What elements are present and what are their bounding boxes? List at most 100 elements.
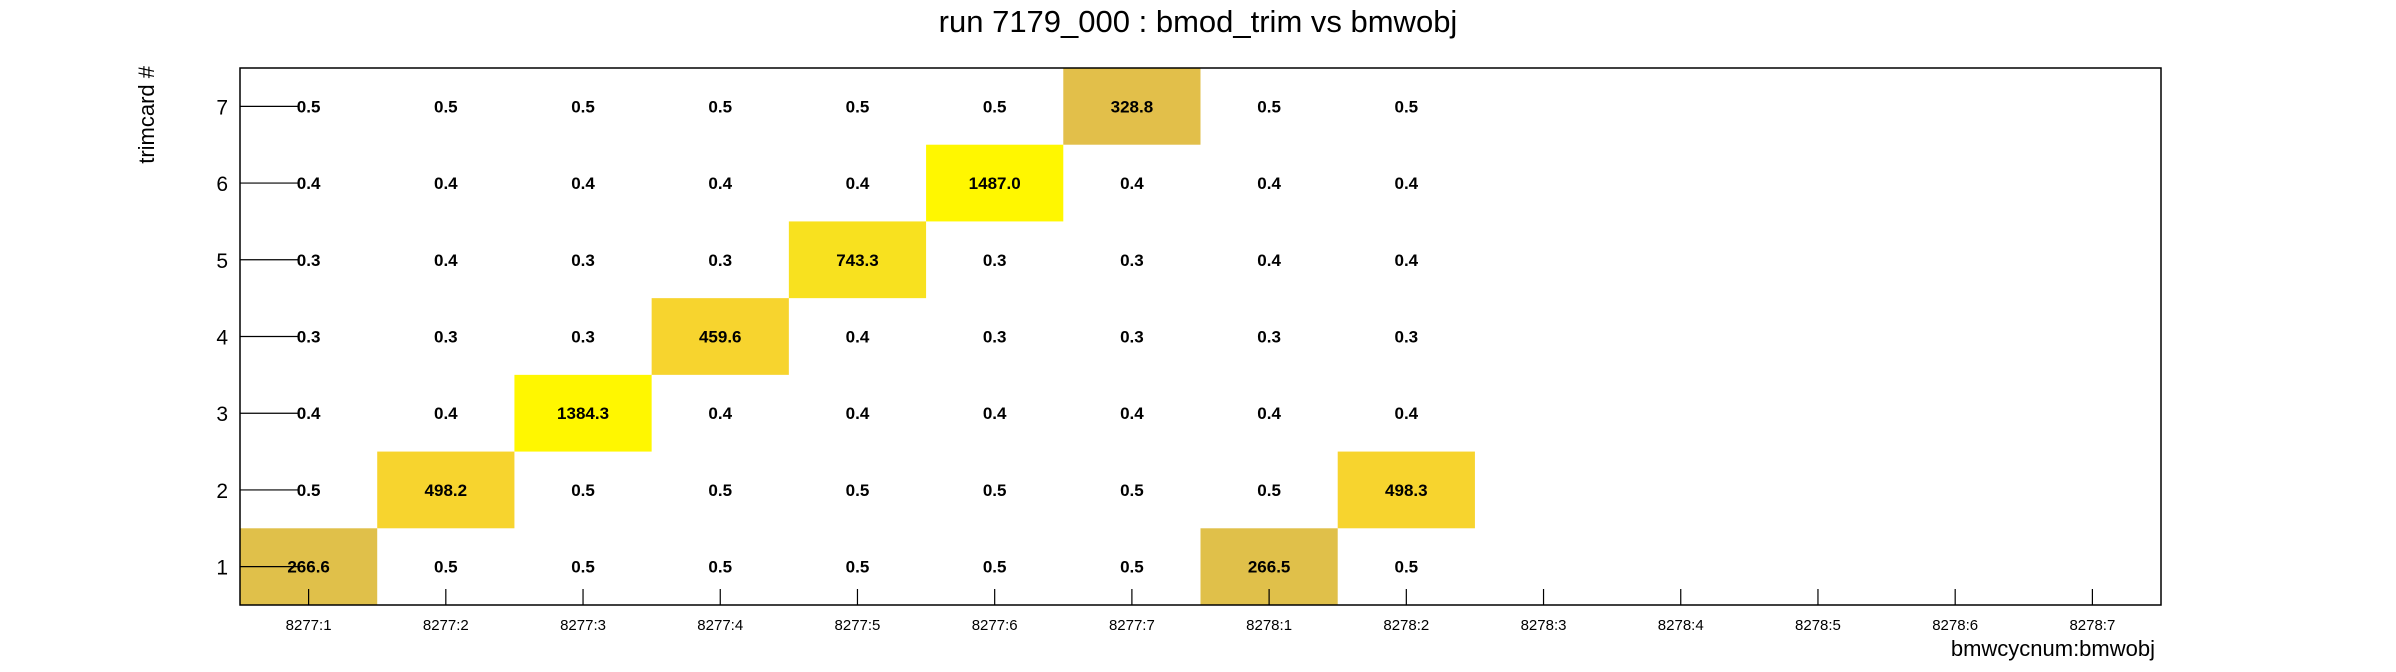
cell-value-label: 0.4 xyxy=(1257,251,1281,270)
cell-labels: 266.6 0.5 0.5 0.5 0.5 0.5 0.5 266.5 0.5 0.5 498.2 0… xyxy=(287,97,1427,576)
cell-value-label: 0.5 xyxy=(1257,97,1281,116)
cell-value-label: 0.4 xyxy=(297,404,321,423)
cell-value-label: 0.5 xyxy=(846,97,870,116)
heatmap-cell xyxy=(377,451,515,529)
cell-value-label: 459.6 xyxy=(699,328,742,347)
cell-value-label: 743.3 xyxy=(836,251,879,270)
cell-value-label: 0.4 xyxy=(297,174,321,193)
cell-value-label: 0.3 xyxy=(571,251,595,270)
y-tick-label: 3 xyxy=(216,403,228,426)
x-tick-label: 8278:4 xyxy=(1658,617,1704,634)
cell-value-label: 266.5 xyxy=(1248,558,1291,577)
cell-value-label: 0.3 xyxy=(1395,328,1419,347)
x-tick-label: 8277:3 xyxy=(560,617,606,634)
heatmap-cell xyxy=(514,374,652,452)
x-tick-label: 8278:3 xyxy=(1521,617,1567,634)
cell-value-label: 0.4 xyxy=(1395,404,1419,423)
cell-value-label: 0.5 xyxy=(297,97,321,116)
x-axis: 8277:1 8277:2 8277:3 8277:4 8277:5 8277:6 8277… xyxy=(286,589,2115,634)
y-tick-label: 7 xyxy=(216,96,228,119)
cell-value-label: 0.5 xyxy=(846,558,870,577)
cell-value-label: 498.3 xyxy=(1385,481,1428,500)
x-tick-label: 8277:6 xyxy=(972,617,1018,634)
cell-value-label: 0.5 xyxy=(571,558,595,577)
cell-value-label: 0.5 xyxy=(434,558,458,577)
cell-value-label: 0.5 xyxy=(983,558,1007,577)
cell-value-label: 0.4 xyxy=(434,174,458,193)
cell-value-label: 1487.0 xyxy=(969,174,1021,193)
cell-value-label: 0.3 xyxy=(571,328,595,347)
cell-value-label: 0.4 xyxy=(983,404,1007,423)
cell-value-label: 498.2 xyxy=(425,481,468,500)
cell-value-label: 0.4 xyxy=(1120,404,1144,423)
cell-value-label: 0.4 xyxy=(1395,174,1419,193)
cell-value-label: 0.5 xyxy=(846,481,870,500)
cell-value-label: 0.3 xyxy=(1120,251,1144,270)
heatmap-cell xyxy=(1337,451,1475,529)
cell-value-label: 0.4 xyxy=(1395,251,1419,270)
y-tick-label: 4 xyxy=(216,327,228,350)
cell-value-label: 0.5 xyxy=(708,481,732,500)
cell-value-label: 0.4 xyxy=(708,404,732,423)
cell-value-label: 1384.3 xyxy=(557,404,609,423)
x-tick-label: 8278:2 xyxy=(1383,617,1429,634)
cell-value-label: 0.5 xyxy=(1395,97,1419,116)
x-tick-label: 8278:5 xyxy=(1795,617,1841,634)
cell-value-label: 0.3 xyxy=(434,328,458,347)
cell-value-label: 0.3 xyxy=(297,251,321,270)
chart-title: run 7179_000 : bmod_trim vs bmwobj xyxy=(939,4,1458,39)
cell-value-label: 0.3 xyxy=(708,251,732,270)
cell-value-label: 0.3 xyxy=(297,328,321,347)
cell-value-label: 0.5 xyxy=(708,97,732,116)
cell-value-label: 0.4 xyxy=(1257,174,1281,193)
heatmap-cell xyxy=(651,298,789,375)
cell-value-label: 0.4 xyxy=(708,174,732,193)
x-tick-label: 8277:1 xyxy=(286,617,332,634)
cell-value-label: 0.5 xyxy=(434,97,458,116)
y-tick-label: 5 xyxy=(216,250,228,273)
heatmap-cell xyxy=(1063,68,1201,145)
cell-value-label: 0.5 xyxy=(297,481,321,500)
heatmap-cells xyxy=(240,68,1475,605)
cell-value-label: 0.4 xyxy=(846,404,870,423)
cell-value-label: 0.5 xyxy=(708,558,732,577)
cell-value-label: 0.5 xyxy=(571,97,595,116)
x-tick-label: 8277:2 xyxy=(423,617,469,634)
x-tick-label: 8277:7 xyxy=(1109,617,1155,634)
cell-value-label: 0.3 xyxy=(983,251,1007,270)
y-tick-label: 6 xyxy=(216,173,228,196)
x-tick-label: 8278:7 xyxy=(2069,617,2115,634)
cell-value-label: 328.8 xyxy=(1111,97,1154,116)
cell-value-label: 0.4 xyxy=(846,328,870,347)
cell-value-label: 0.4 xyxy=(1257,404,1281,423)
cell-value-label: 0.5 xyxy=(983,97,1007,116)
plot-frame xyxy=(239,67,2162,606)
cell-value-label: 0.4 xyxy=(434,251,458,270)
x-tick-label: 8278:1 xyxy=(1246,617,1292,634)
cell-value-label: 0.3 xyxy=(1120,328,1144,347)
cell-value-label: 0.5 xyxy=(1120,481,1144,500)
cell-value-label: 0.5 xyxy=(1395,558,1419,577)
y-axis-label: trimcard # xyxy=(134,65,159,164)
cell-value-label: 0.5 xyxy=(1120,558,1144,577)
cell-value-label: 0.5 xyxy=(1257,481,1281,500)
y-tick-label: 2 xyxy=(216,480,228,503)
x-tick-label: 8277:5 xyxy=(835,617,881,634)
y-axis: 1 2 3 4 5 6 7 xyxy=(216,96,298,580)
heatmap-cell xyxy=(788,221,927,299)
x-tick-label: 8277:4 xyxy=(697,617,743,634)
heatmap-cell xyxy=(926,144,1064,222)
cell-value-label: 0.3 xyxy=(1257,328,1281,347)
cell-value-label: 0.4 xyxy=(846,174,870,193)
cell-value-label: 0.4 xyxy=(1120,174,1144,193)
x-axis-label: bmwcycnum:bmwobj xyxy=(1951,636,2155,661)
cell-value-label: 0.5 xyxy=(983,481,1007,500)
cell-value-label: 0.3 xyxy=(983,328,1007,347)
cell-value-label: 0.5 xyxy=(571,481,595,500)
x-tick-label: 8278:6 xyxy=(1932,617,1978,634)
y-tick-label: 1 xyxy=(216,557,228,580)
cell-value-label: 0.4 xyxy=(571,174,595,193)
cell-value-label: 266.6 xyxy=(287,558,330,577)
cell-value-label: 0.4 xyxy=(434,404,458,423)
